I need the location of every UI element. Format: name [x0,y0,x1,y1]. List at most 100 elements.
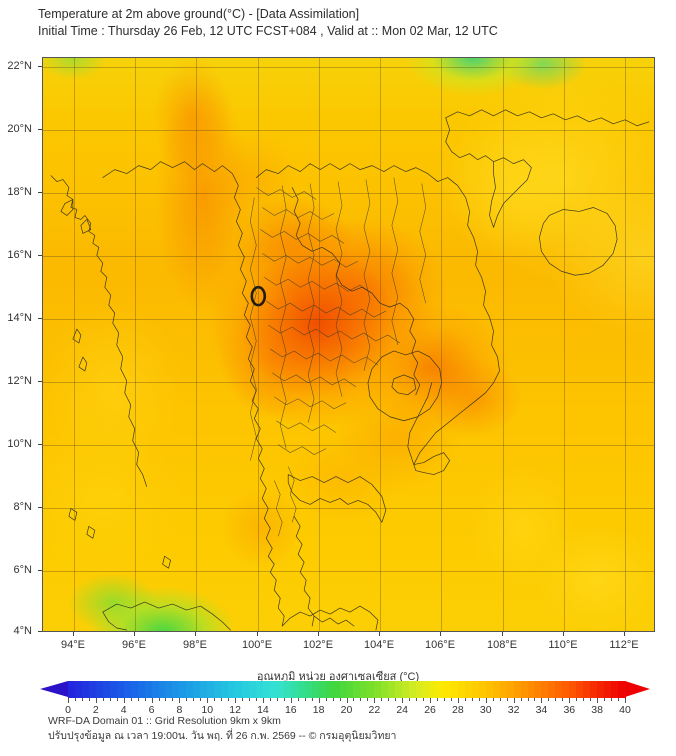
colorbar-segment [137,681,146,698]
station-marker [250,285,267,307]
x-tick-label: 94°E [61,639,85,651]
colorbar-tick [81,698,83,701]
colorbar-segment [339,681,348,698]
colorbar-tick [353,698,355,701]
colorbar-tick [207,698,209,703]
colorbar-tick-label: 26 [424,704,436,716]
colorbar-segment [255,681,264,698]
colorbar-segment [144,681,153,698]
colorbar-tick-label: 38 [591,704,603,716]
colorbar-segment [381,681,389,698]
colorbar-tick [214,698,216,701]
colorbar-segment [548,681,556,698]
gridline-v [196,58,197,631]
colorbar-segment [416,681,424,698]
colorbar-tick [478,698,480,701]
x-tick [134,632,135,636]
colorbar-tick [520,698,522,701]
colorbar-tick [443,698,445,701]
colorbar-tick-label: 14 [257,704,269,716]
gridline-h [43,382,654,383]
colorbar-tick [235,698,237,703]
colorbar-tick [186,698,188,701]
colorbar-tick [339,698,341,701]
field-base [43,58,654,631]
colorbar-segment [123,681,132,698]
x-tick [195,632,196,636]
colorbar-segment [457,681,466,698]
colorbar-tick [255,698,257,701]
colorbar-tick [346,698,348,703]
colorbar-tick [548,698,550,701]
colorbar-tick-label: 24 [396,704,409,716]
colorbar-tick [297,698,299,701]
colorbar-tick [151,698,153,703]
page-subtitle: Initial Time : Thursday 26 Feb, 12 UTC F… [38,24,498,38]
gridline-h [43,445,654,446]
colorbar-tick [367,698,369,701]
colorbar-tick-label: 8 [176,704,183,716]
colorbar-segment [395,681,403,698]
gridline-v [441,58,442,631]
gridline-v [135,58,136,631]
y-tick [38,192,42,193]
colorbar-segment [221,681,229,698]
y-tick-label: 6°N [13,564,32,576]
colorbar-segment [109,681,118,698]
colorbar-tick [416,698,418,701]
colorbar-tick [269,698,271,701]
colorbar-tick [74,698,76,701]
colorbar-tick [221,698,223,701]
colorbar-tick [457,698,459,703]
gridline-v [503,58,504,631]
colorbar-tick [423,698,425,701]
colorbar-tick-label: 2 [92,704,99,716]
gridline-v [625,58,626,631]
colorbar-tick-label: 30 [479,704,492,716]
x-tick-label: 112°E [609,639,639,651]
colorbar-segment [520,681,529,698]
colorbar-tick [68,698,69,703]
gridline-v [564,58,565,631]
colorbar-tick [611,698,613,701]
colorbar-segment [228,681,236,698]
colorbar-segment [409,681,417,698]
colorbar-segment [116,681,125,698]
colorbar-tick-label: 16 [284,704,297,716]
colorbar-tick [193,698,195,701]
colorbar-tick [597,698,599,703]
colorbar-segment [165,681,174,698]
colorbar-segment [346,681,355,698]
x-tick-label: 110°E [548,639,578,651]
colorbar-tick-label: 10 [201,704,214,716]
x-tick [624,632,625,636]
colorbar-segment [562,681,570,698]
colorbar-segment [95,681,104,698]
colorbar-tick [95,698,97,703]
colorbar-segment [597,681,605,698]
colorbar-segment [478,681,487,698]
x-tick-label: 98°E [183,639,207,651]
colorbar-tick [437,698,438,701]
colorbar-tick [88,698,90,701]
colorbar-tick [541,698,543,703]
colorbar-segment [249,681,257,698]
colorbar-tick [318,698,320,703]
colorbar-tick [506,698,508,701]
colorbar-segment [485,681,494,698]
colorbar-segment [583,681,591,698]
colorbar-segment [555,681,563,698]
colorbar-segment [297,681,306,698]
colorbar-tick [262,698,264,703]
colorbar-segment [311,681,320,698]
colorbar-segment [569,681,577,698]
colorbar-tick [228,698,230,701]
gridline-h [43,130,654,131]
colorbar-tick [130,698,132,701]
colorbar-segment [437,681,445,698]
page-title: Temperature at 2m above ground(°C) - [Da… [38,7,360,21]
colorbar-title: อุณหภูมิ หน่วย องศาเซลเซียส (°C) [256,671,420,683]
colorbar-tick-label: 12 [229,704,241,716]
colorbar-segment [499,681,508,698]
colorbar-tick [381,698,383,701]
